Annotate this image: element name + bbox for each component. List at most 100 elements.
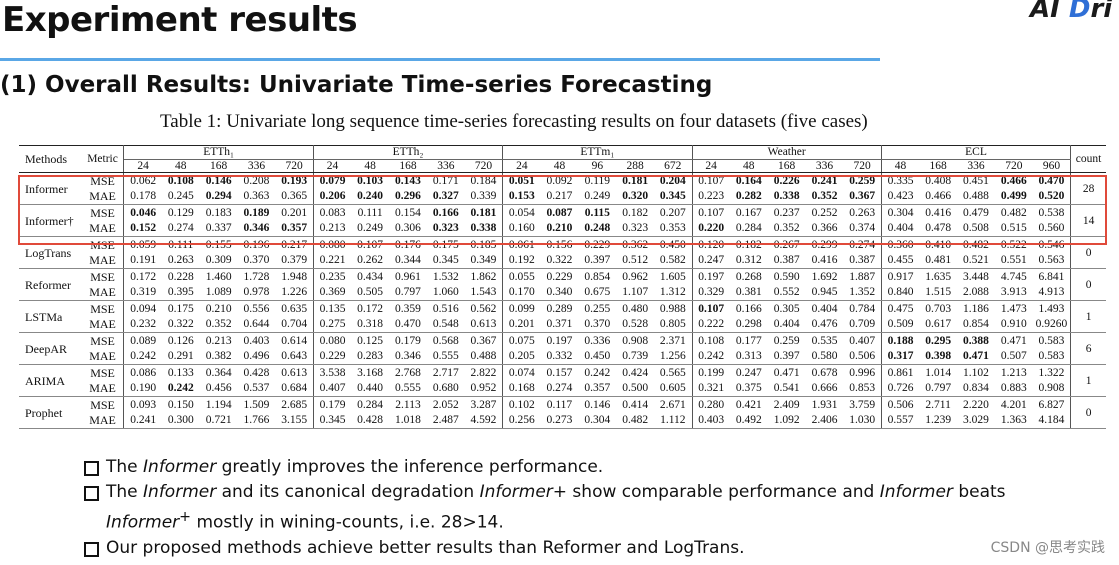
value-cell: 1.030: [843, 412, 882, 429]
value-cell: 0.496: [237, 348, 276, 365]
value-cell: 0.242: [584, 366, 611, 379]
value-cell: 0.424: [622, 366, 649, 379]
value-cell: 0.295: [925, 334, 952, 347]
value-cell: 0.213: [313, 220, 352, 237]
metric-name: MSE: [81, 204, 125, 221]
value-cell: 1.014: [925, 366, 952, 379]
value-cell: 0.961: [395, 270, 421, 283]
value-cell: 0.397: [767, 348, 806, 365]
metric-name: MSE: [81, 300, 125, 317]
value-cell: 0.108: [698, 334, 725, 347]
value-cell: 0.092: [546, 174, 573, 187]
value-cell: 0.256: [502, 412, 541, 429]
value-cell: 0.273: [540, 412, 579, 429]
value-cell: 0.357: [275, 220, 314, 237]
value-cell: 6.827: [1032, 396, 1072, 413]
horizon-header: 48: [881, 159, 920, 173]
value-cell: 0.482: [616, 412, 655, 429]
value-cell: 0.680: [426, 380, 465, 397]
value-cell: 0.074: [508, 366, 535, 379]
value-cell: 0.255: [584, 302, 611, 315]
bullet-item: Our proposed methods achieve better resu…: [84, 536, 1006, 561]
value-cell: 0.223: [692, 188, 730, 205]
value-cell: 0.507: [994, 348, 1033, 365]
value-cell: 0.099: [508, 302, 535, 315]
value-cell: 0.054: [508, 206, 535, 219]
value-cell: 0.294: [199, 188, 238, 205]
value-cell: 0.605: [654, 380, 693, 397]
count-cell: 6: [1070, 332, 1106, 365]
value-cell: 0.150: [167, 398, 194, 411]
value-cell: 0.242: [161, 380, 200, 397]
value-cell: 0.323: [616, 220, 655, 237]
value-cell: 0.119: [584, 174, 611, 187]
value-cell: 0.172: [357, 302, 384, 315]
value-cell: 1.018: [389, 412, 427, 429]
value-cell: 0.403: [692, 412, 730, 429]
value-cell: 0.094: [130, 302, 157, 315]
value-cell: 0.666: [805, 380, 844, 397]
value-cell: 0.590: [773, 270, 800, 283]
value-cell: 0.357: [578, 380, 617, 397]
value-cell: 0.190: [123, 380, 162, 397]
value-cell: 0.521: [957, 252, 995, 269]
value-cell: 0.482: [1000, 206, 1027, 219]
value-cell: 0.703: [925, 302, 952, 315]
value-cell: 1.102: [963, 366, 989, 379]
value-cell: 0.471: [1000, 334, 1027, 347]
value-cell: 0.228: [167, 270, 194, 283]
value-cell: 1.509: [243, 398, 270, 411]
horizon-header: 720: [464, 159, 504, 173]
value-cell: 0.861: [887, 366, 914, 379]
horizon-header: 168: [919, 159, 958, 173]
value-cell: 3.287: [464, 396, 504, 413]
metric-header: Metric: [81, 145, 125, 173]
table-row: ARIMA MSE 0.086 0.133 0.364 0.428 0.613 3.538 3.…: [19, 364, 1106, 397]
value-cell: 0.306: [389, 220, 427, 237]
value-cell: 0.321: [692, 380, 730, 397]
horizon-header: 336: [805, 159, 844, 173]
value-cell: 0.476: [805, 316, 844, 333]
value-cell: 0.675: [578, 284, 617, 301]
value-cell: 1.515: [919, 284, 958, 301]
table-caption: Table 1: Univariate long sequence time-s…: [160, 111, 868, 132]
horizon-header: 336: [426, 159, 465, 173]
value-cell: 0.182: [622, 206, 649, 219]
header-row-horizons: 24 48 168 336 720 24 48 168 336 720 24 48 96 288 672 24…: [19, 159, 1106, 173]
value-cell: 2.113: [395, 398, 421, 411]
value-cell: 1.493: [1032, 300, 1072, 317]
value-cell: 0.157: [546, 366, 573, 379]
horizon-header: 24: [502, 159, 541, 173]
value-cell: 0.583: [1032, 348, 1072, 365]
value-cell: 0.282: [729, 188, 768, 205]
value-cell: 1.194: [205, 398, 232, 411]
value-cell: 0.344: [389, 252, 427, 269]
value-cell: 0.221: [313, 252, 352, 269]
highlight-box: [18, 175, 1107, 245]
value-cell: 1.226: [275, 284, 314, 301]
value-cell: 0.199: [698, 366, 725, 379]
value-cell: 0.252: [811, 206, 838, 219]
value-cell: 1.256: [654, 348, 693, 365]
count-header: count: [1070, 145, 1106, 173]
value-cell: 0.206: [313, 188, 352, 205]
value-cell: 0.263: [843, 204, 882, 221]
metric-name: MSE: [81, 396, 125, 413]
value-cell: 0.721: [199, 412, 238, 429]
value-cell: 0.164: [735, 174, 762, 187]
value-cell: 1.213: [1000, 366, 1027, 379]
value-cell: 0.339: [464, 188, 504, 205]
value-cell: 0.245: [161, 188, 200, 205]
horizon-header: 960: [1032, 159, 1072, 173]
value-cell: 0.167: [735, 206, 762, 219]
value-cell: 0.910: [994, 316, 1033, 333]
horizon-header: 96: [578, 159, 617, 173]
dataset-header: Weather: [692, 145, 882, 160]
value-cell: 0.583: [1032, 332, 1072, 349]
value-cell: 0.115: [584, 206, 610, 219]
value-cell: 0.241: [123, 412, 162, 429]
value-cell: 0.538: [1032, 204, 1072, 221]
value-cell: 0.213: [205, 334, 232, 347]
horizon-header: 336: [237, 159, 276, 173]
value-cell: 0.129: [167, 206, 194, 219]
